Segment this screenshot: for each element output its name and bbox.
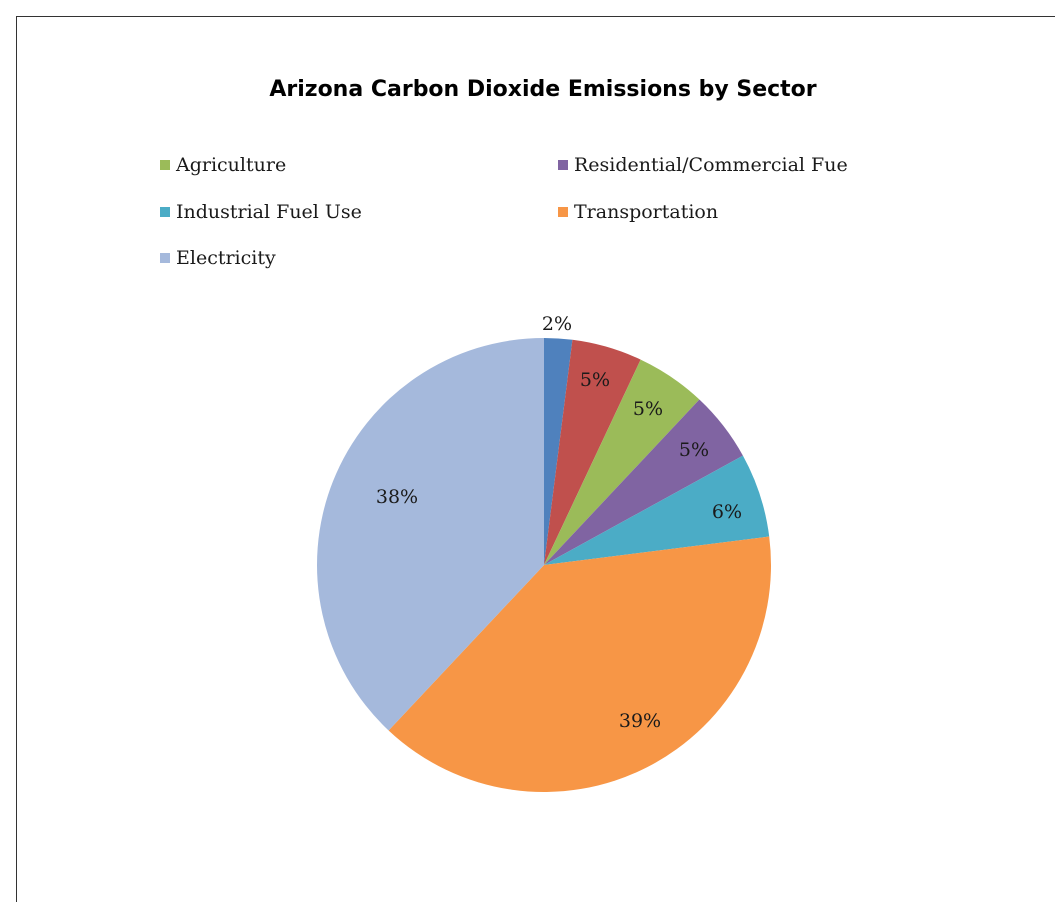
legend-label: Industrial Fuel Use [176,201,362,223]
slice-label-0: 2% [542,313,572,335]
pie-slice-5 [388,536,771,792]
pie-slice-2 [544,359,700,565]
legend-swatch [558,207,568,217]
slice-label-6: 38% [376,486,418,508]
legend-swatch [160,160,170,170]
legend-label: Electricity [176,247,276,269]
legend-label: Agriculture [176,154,287,176]
legend-swatch [160,207,170,217]
legend-item-electricity: Electricity [160,246,276,270]
legend-item-agriculture: Agriculture [160,153,286,177]
legend-item-transportation: Transportation [558,200,718,224]
slice-label-5: 39% [619,710,661,732]
slice-label-3: 5% [679,439,709,461]
legend-item-industrial-fuel-use: Industrial Fuel Use [160,200,362,224]
slice-label-2: 5% [633,398,663,420]
pie-slice-1 [544,339,641,565]
slice-label-1: 5% [580,369,610,391]
legend-item-residential-commercial: Residential/Commercial Fue [558,153,848,177]
legend-swatch [558,160,568,170]
legend-swatch [160,253,170,263]
pie-slice-3 [544,399,743,565]
pie-slice-4 [544,455,770,565]
pie-slice-6 [317,338,544,731]
legend-label: Transportation [574,201,719,223]
legend-label: Residential/Commercial Fue [574,154,848,176]
pie-slice-0 [544,338,573,565]
slice-label-4: 6% [712,501,742,523]
chart-title: Arizona Carbon Dioxide Emissions by Sect… [269,77,817,102]
